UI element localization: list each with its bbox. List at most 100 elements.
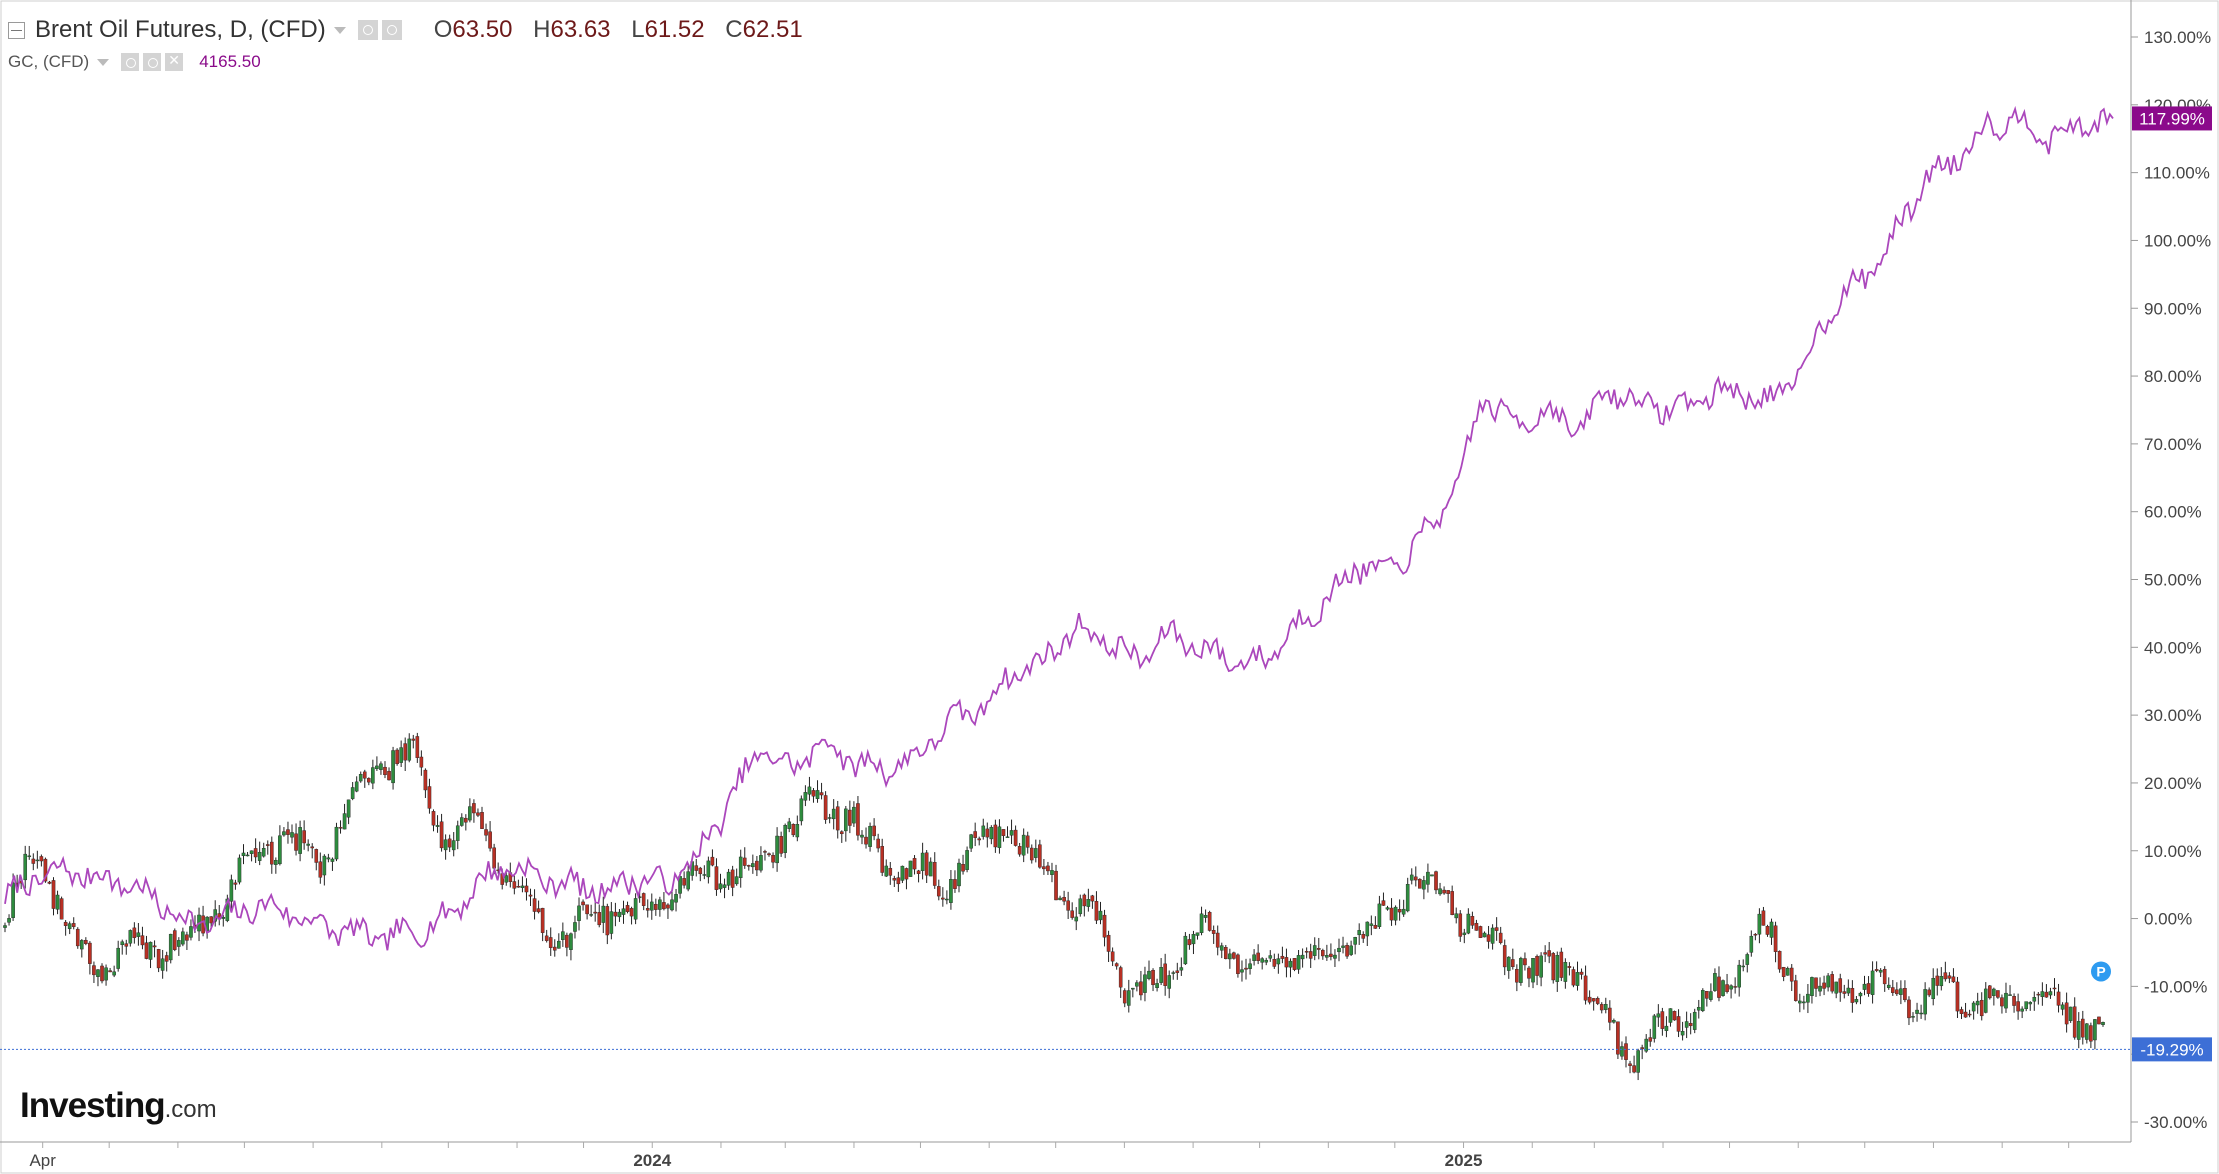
y-tick-label: 0.00% [2144,910,2192,929]
candle-body [1236,954,1240,975]
candle-body [1749,935,1754,953]
candle-body [734,876,739,885]
collapse-legend-icon[interactable] [8,21,25,39]
candle-body [548,937,553,948]
candle-body [1862,983,1867,990]
candle-body [1571,969,1576,986]
candle-body [51,880,56,909]
candle-body [528,894,533,897]
main-series-title[interactable]: Brent Oil Futures, D, (CFD) [35,16,326,43]
p-marker-label: P [2096,963,2105,979]
candle-body [237,857,242,883]
candle-body [1171,972,1176,974]
candle-body [589,914,593,916]
x-tick-label: Apr [29,1151,56,1170]
candle-body [1365,921,1370,937]
candle-body [557,940,561,949]
candle-body [892,878,897,881]
y-tick-label: 50.00% [2144,571,2202,590]
visibility-icon[interactable] [121,53,140,71]
candle-body [2004,992,2008,1009]
candle-body [1603,1004,1608,1010]
candle-body [128,930,133,944]
candle-body [896,877,901,885]
p-marker[interactable] [2091,961,2111,982]
candle-body [1438,888,1442,895]
candle-body [767,853,771,856]
candle-body [1595,998,1600,1004]
candle-body [269,841,274,865]
candle-body [1401,908,1406,915]
candle-body [985,828,990,838]
candle-body [1442,889,1446,894]
candle-body [573,922,577,932]
candle-body [480,812,484,829]
candle-body [577,905,581,921]
candle-body [738,856,743,878]
candle-body [1583,975,1588,1001]
chevron-down-icon[interactable] [333,26,346,34]
candle-body [399,747,403,763]
candle-body [334,826,339,860]
candle-body [371,767,375,784]
candle-body [1911,1016,1915,1018]
candle-body [1268,955,1273,959]
candle-body [1680,1031,1685,1036]
settings-icon[interactable] [143,53,162,71]
candle-body [702,874,707,876]
candle-body [1895,989,1899,995]
candle-body [1971,1002,1976,1012]
candle-body [1915,1009,1919,1014]
candle-body [1163,963,1167,986]
candle-body [1118,967,1123,988]
candle-body [472,803,476,814]
candle-body [613,911,618,917]
candle-body [597,912,602,926]
candle-body [104,967,108,981]
price-markers: 117.99% -19.29% P [2091,106,2212,1062]
candle-body [476,812,480,816]
candle-body [1753,933,1758,936]
candle-body [391,750,395,784]
candle-body [253,848,258,858]
candle-body [1850,988,1855,1003]
candle-body [1183,935,1188,965]
candle-body [969,834,973,849]
candle-body [1652,1015,1657,1039]
candle-body [1721,980,1725,996]
candle-body [265,844,270,846]
candle-body [1717,976,1721,998]
candle-body [1506,956,1511,971]
candle-body [1272,959,1277,967]
candle-body [1337,947,1341,953]
candle-body [1705,991,1709,999]
open-label: O [433,16,453,43]
candle-body [945,898,949,901]
candle-body [140,935,145,946]
candle-body [245,854,250,857]
candle-body [1038,844,1042,868]
candle-body [1854,999,1859,1003]
settings-icon[interactable] [381,20,402,40]
candle-body [2085,1023,2089,1040]
compare-series-title[interactable]: GC, (CFD) [8,52,90,71]
visibility-icon[interactable] [357,20,378,40]
candle-body [1147,970,1151,979]
close-icon[interactable] [165,52,184,71]
candle-body [609,911,614,934]
candle-body [544,935,549,941]
chevron-down-icon[interactable] [97,58,110,66]
y-axis[interactable]: 130.00%120.00%110.00%100.00%90.00%80.00%… [2131,28,2211,1132]
x-axis[interactable]: Apr 2024 2025 [29,1142,2070,1170]
candle-body [189,926,193,938]
candle-body [407,738,412,761]
candle-body [1288,960,1293,968]
candle-body [1155,983,1159,989]
candle-body [1886,984,1891,988]
candle-body [1316,948,1321,950]
candle-body [779,836,783,854]
candle-body [1195,932,1200,936]
candle-body [1405,884,1410,912]
candle-body [1276,958,1281,965]
